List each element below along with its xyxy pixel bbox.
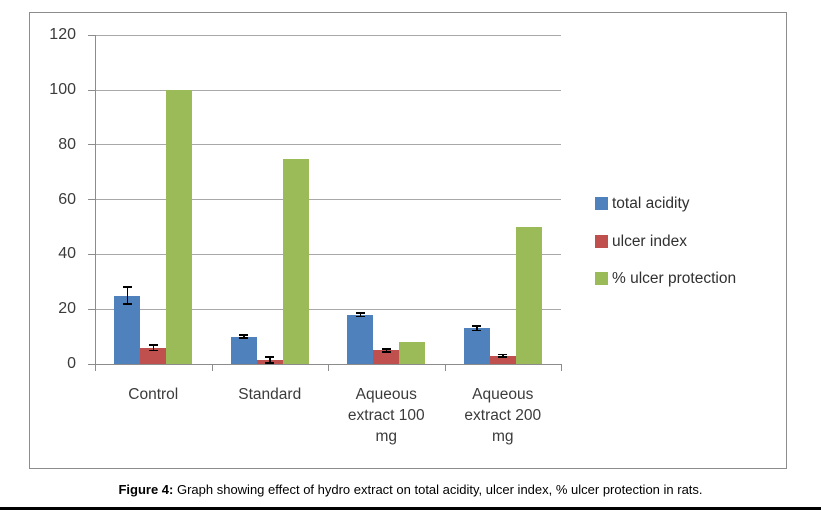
legend-label-ulcer-index: ulcer index [612, 232, 687, 250]
error-cap-bottom [355, 315, 365, 318]
error-cap-top [355, 311, 365, 314]
error-bar-total-acidity-standard [243, 334, 245, 339]
y-axis-label-40: 40 [58, 245, 76, 263]
x-axis-label-control: Control [128, 386, 179, 403]
bar-ulcer-index-control [140, 347, 167, 364]
y-axis-line [95, 35, 97, 365]
error-cap-top [498, 353, 508, 356]
bar-ulcer-protection-standard [282, 158, 309, 364]
error-cap-bottom [472, 329, 482, 332]
error-bar-ulcer-index-aqueous-extract-100-mg [385, 348, 387, 352]
x-axis-label-aqueous-extract-200-mg: Aqueous extract 200 mg [464, 386, 542, 445]
gridline-60 [95, 199, 561, 201]
y-tick-100 [88, 89, 95, 91]
y-tick-120 [88, 34, 95, 36]
y-axis-label-120: 120 [49, 26, 76, 44]
y-axis-label-100: 100 [49, 81, 76, 98]
gridline-100 [95, 89, 561, 91]
bar-ulcer-protection-aqueous-extract-100-mg [399, 342, 426, 364]
error-cap-top [239, 334, 249, 336]
bar-total-acidity-control [114, 295, 141, 364]
bar-ulcer-protection-aqueous-extract-200-mg [515, 227, 542, 364]
error-cap-top [265, 356, 275, 359]
y-axis-label-60: 60 [58, 190, 76, 208]
error-cap-top [472, 325, 482, 328]
error-cap-top [148, 344, 158, 346]
error-bar-total-acidity-aqueous-extract-100-mg [359, 312, 361, 317]
bottom-rule [0, 507, 821, 510]
gridline-20 [95, 308, 561, 310]
gridline-80 [95, 144, 561, 146]
figure-caption: Figure 4: Graph showing effect of hydro … [0, 482, 821, 497]
y-tick-80 [88, 144, 95, 146]
error-cap-bottom [498, 356, 508, 359]
error-cap-top [381, 347, 391, 350]
figure-caption-label: Figure 4: [118, 482, 174, 497]
legend-marker-total-acidity [595, 197, 608, 210]
bar-total-acidity-aqueous-extract-100-mg [347, 314, 374, 364]
y-axis-label-80: 80 [58, 135, 76, 153]
y-tick-40 [88, 253, 95, 255]
error-cap-bottom [239, 337, 249, 340]
x-axis-label-standard: Standard [238, 386, 302, 403]
bar-ulcer-index-aqueous-extract-200-mg [489, 355, 516, 364]
x-tick-0 [95, 364, 96, 371]
bar-total-acidity-aqueous-extract-200-mg [463, 328, 490, 364]
y-axis-label-20: 20 [58, 300, 76, 318]
x-axis-label-aqueous-extract-100-mg: Aqueous extract 100 mg [347, 386, 425, 445]
error-bar-total-acidity-aqueous-extract-200-mg [476, 326, 478, 331]
error-bar-ulcer-index-standard [269, 357, 271, 363]
bar-ulcer-protection-control [166, 90, 193, 364]
legend-marker-ulcer-index [595, 234, 608, 248]
error-bar-ulcer-index-control [152, 344, 154, 351]
error-cap-top [122, 286, 132, 289]
y-tick-0 [88, 363, 95, 365]
chart-panel: 0 20 40 60 80 100 120 Control Standard Aqueous ex… [29, 12, 787, 469]
y-axis-label-0: 0 [67, 355, 76, 372]
bar-total-acidity-standard [230, 336, 257, 364]
figure-caption-text: Graph showing effect of hydro extract on… [173, 482, 703, 497]
error-bar-ulcer-index-aqueous-extract-200-mg [502, 354, 504, 358]
error-cap-bottom [265, 361, 275, 364]
legend-label-ulcer-protection: % ulcer protection [612, 270, 737, 287]
legend-marker-ulcer-protection [595, 272, 608, 285]
y-tick-60 [88, 199, 95, 201]
gridline-40 [95, 253, 561, 255]
x-tick-2 [328, 364, 329, 371]
gridline-120 [95, 34, 561, 36]
error-cap-bottom [122, 302, 132, 305]
y-tick-20 [88, 308, 95, 310]
bar-ulcer-index-aqueous-extract-100-mg [373, 350, 400, 364]
x-tick-3 [444, 364, 446, 371]
x-tick-4 [561, 364, 562, 371]
x-tick-1 [211, 364, 213, 371]
legend-label-total-acidity: total acidity [612, 195, 690, 212]
error-cap-bottom [148, 349, 158, 352]
error-cap-bottom [381, 351, 391, 353]
error-bar-total-acidity-control [126, 287, 128, 304]
